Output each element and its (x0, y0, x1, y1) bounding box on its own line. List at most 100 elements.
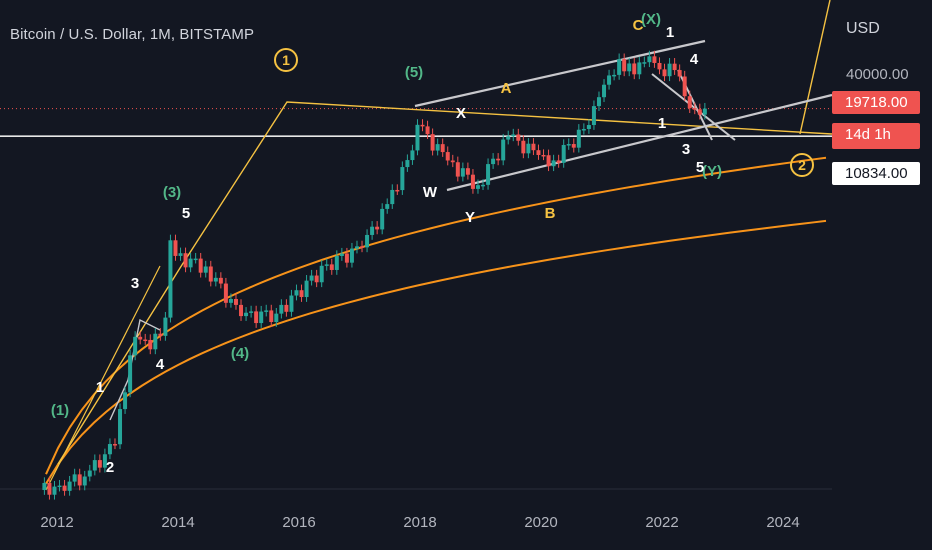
candle-up (435, 144, 440, 151)
wave-label: 4 (690, 51, 699, 68)
candle-down (672, 63, 677, 71)
candle-up (107, 444, 112, 455)
candle-up (596, 97, 601, 107)
candle-down (254, 311, 259, 324)
candle-down (148, 339, 153, 350)
candle-down (375, 226, 380, 230)
candle-down (269, 310, 274, 323)
candle-down (77, 474, 82, 486)
candle-up (385, 204, 390, 209)
candle-up (349, 248, 354, 263)
wave-label: 5 (182, 205, 190, 222)
wave-label: W (423, 184, 438, 201)
wave-label: 4 (156, 356, 165, 373)
candle-up (576, 129, 581, 148)
candle-up (244, 312, 249, 317)
candle-down (425, 126, 430, 135)
candle-down (470, 174, 475, 189)
candle-down (556, 160, 561, 163)
candle-up (591, 106, 596, 126)
candle-up (123, 392, 128, 410)
wave-label: (5) (405, 64, 423, 81)
x-tick-2022: 2022 (645, 514, 678, 531)
wave-label: Y (465, 209, 475, 226)
y-tick-40000: 40000.00 (846, 66, 909, 83)
candle-up (188, 258, 193, 268)
candle-down (218, 277, 223, 284)
wave-label: 1 (658, 115, 666, 132)
candle-down (314, 275, 319, 283)
candle-down (622, 59, 627, 72)
candle-up (637, 62, 642, 75)
candle-down (284, 304, 289, 312)
candle-up (102, 454, 107, 468)
candle-up (551, 160, 556, 167)
wave-label: (4) (231, 345, 249, 362)
candle-down (682, 76, 687, 97)
wave-label: 3 (131, 275, 139, 292)
candle-up (289, 295, 294, 312)
candle-up (566, 144, 571, 146)
orange-upper-curve (45, 156, 827, 475)
candle-up (486, 164, 491, 185)
candle-down (677, 70, 682, 77)
current-price-badge: 19718.00 (832, 91, 920, 114)
wave-label: (Y) (702, 163, 722, 180)
candle-up (702, 108, 707, 115)
candle-down (395, 189, 400, 192)
candle-down (662, 69, 667, 77)
candle-down (97, 460, 102, 468)
candle-down (692, 108, 697, 110)
candle-up (410, 150, 415, 161)
candle-up (491, 158, 496, 165)
candle-down (652, 56, 657, 63)
candle-up (259, 311, 264, 324)
candle-up (501, 139, 506, 161)
candle-up (405, 160, 410, 168)
candle-up (334, 255, 339, 270)
candle-up (506, 136, 511, 140)
candle-down (420, 124, 425, 127)
candle-up (365, 234, 370, 248)
candle-up (607, 75, 612, 85)
candle-up (294, 290, 299, 296)
x-tick-2020: 2020 (524, 514, 557, 531)
candle-down (445, 152, 450, 161)
candle-down (223, 283, 228, 303)
candle-up (319, 265, 324, 283)
candle-down (158, 333, 163, 336)
candle-up (581, 128, 586, 131)
candle-up (168, 240, 173, 318)
gray-channel-top (414, 39, 706, 108)
candle-up (52, 486, 57, 495)
countdown-text: 14d 1h (845, 126, 891, 143)
candle-down (47, 482, 52, 495)
candle-down (208, 266, 213, 282)
candle-down (360, 246, 365, 248)
x-tick-2014: 2014 (161, 514, 194, 531)
candle-up (400, 167, 405, 191)
candle-down (571, 144, 576, 148)
candle-down (546, 155, 551, 167)
candle-up (627, 63, 632, 72)
wave-label: C (633, 17, 644, 34)
wave-label: 2 (798, 157, 806, 173)
candle-down (138, 336, 143, 340)
candle-down (344, 253, 349, 263)
candle-up (460, 168, 465, 177)
candle-up (390, 189, 395, 205)
chart-title: Bitcoin / U.S. Dollar, 1M, BITSTAMP (10, 26, 255, 43)
candle-up (193, 258, 198, 261)
candle-down (329, 264, 334, 270)
candle-down (465, 168, 470, 175)
candle-up (339, 253, 344, 256)
wave-label: 1 (96, 379, 104, 396)
yellow-projection-line (799, 0, 831, 135)
candle-down (112, 444, 117, 446)
candle-up (415, 124, 420, 151)
candle-up (133, 336, 138, 356)
candle-up (249, 311, 254, 313)
candle-down (183, 253, 188, 268)
wave-label: (X) (641, 11, 661, 28)
